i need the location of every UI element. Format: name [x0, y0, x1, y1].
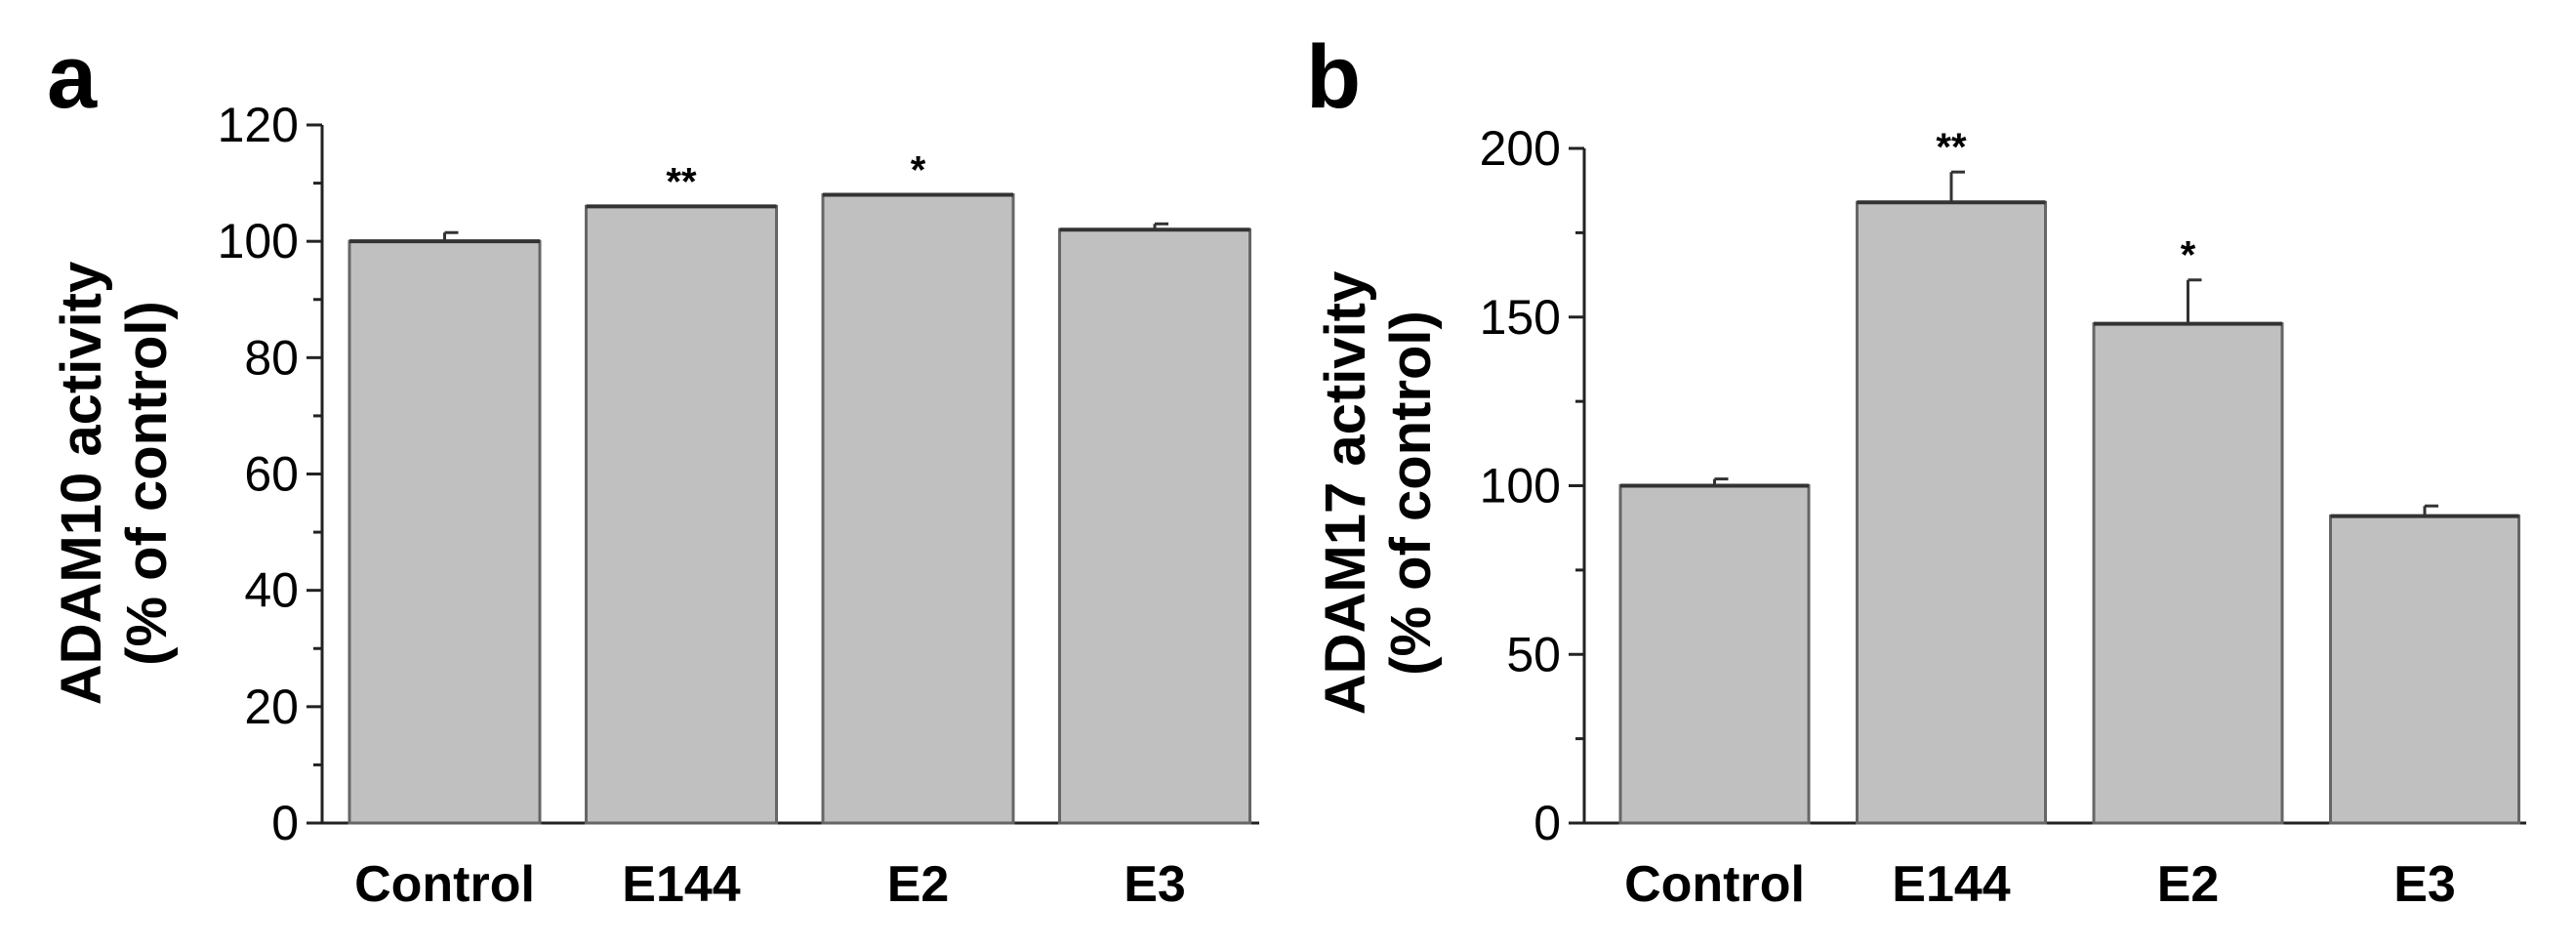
panel-b-y-axis-title-line2: (% of control)	[1379, 310, 1443, 676]
panel-b-y-tick-label: 0	[1533, 796, 1561, 850]
panel-a-bar-e2	[821, 193, 1015, 825]
panel-b-x-tick-label-e144: E144	[1892, 856, 2011, 913]
panel-b-bar-e3	[2329, 515, 2520, 825]
panel-b-letter: b	[1306, 27, 1361, 127]
panel-a-y-tick-label: 40	[244, 563, 299, 618]
panel-b-y-tick-label: 50	[1506, 627, 1561, 681]
panel-b-bar-control	[1618, 484, 1811, 825]
panel-a-significance-e144: **	[666, 160, 697, 203]
panel-a-x-tick-label-control: Control	[354, 856, 535, 913]
panel-a-y-tick-label: 20	[244, 680, 299, 734]
panel-b-x-tick-label-e2: E2	[2157, 856, 2220, 913]
panel-b-y-tick-label: 150	[1480, 290, 1561, 345]
panel-a-x-tick-label-e3: E3	[1124, 856, 1186, 913]
panel-b-y-tick-label: 100	[1480, 459, 1561, 514]
panel-a-x-tick-label-e144: E144	[622, 856, 741, 913]
panel-a-y-tick-label: 100	[218, 214, 299, 268]
panel-b-x-tick-label-e3: E3	[2393, 856, 2456, 913]
panel-a-chart: a ADAM10 activity (% of control) 0 20 40 60…	[47, 27, 1259, 913]
panel-a-bar-control	[348, 239, 542, 825]
panel-a-marks: 0 20 40 60 80 100 120 Control ** E144 * E2 E3	[218, 98, 1259, 913]
panel-a-y-tick-label: 0	[271, 796, 299, 850]
panel-a-significance-e2: *	[911, 149, 926, 192]
panel-b-significance-e2: *	[2181, 234, 2196, 277]
panel-a-x-tick-label-e2: E2	[887, 856, 950, 913]
panel-a-y-tick-label: 80	[244, 330, 299, 385]
panel-a-y-tick-label: 60	[244, 447, 299, 502]
panel-a-y-axis-title-line2: (% of control)	[115, 301, 179, 666]
panel-a-y-tick-label: 120	[218, 98, 299, 152]
panel-b-y-axis-title-line1: ADAM17 activity	[1314, 271, 1377, 715]
panel-b-chart: b ADAM17 activity (% of control) 0 50 100 1…	[1306, 27, 2526, 913]
panel-a-letter: a	[47, 27, 98, 127]
panel-a-y-axis-title-line1: ADAM10 activity	[50, 262, 113, 705]
panel-a-bar-e144	[585, 204, 778, 825]
panel-b-significance-e144: **	[1936, 126, 1967, 169]
panel-b-bar-e2	[2092, 322, 2284, 825]
panel-b-x-tick-label-control: Control	[1624, 856, 1805, 913]
panel-b-bar-e144	[1856, 200, 2047, 825]
panel-b-marks: 0 50 100 150 200 Control ** E144 * E2 E3	[1480, 121, 2526, 913]
panel-a-bar-e3	[1058, 227, 1251, 825]
panel-b-y-tick-label: 200	[1480, 121, 1561, 176]
